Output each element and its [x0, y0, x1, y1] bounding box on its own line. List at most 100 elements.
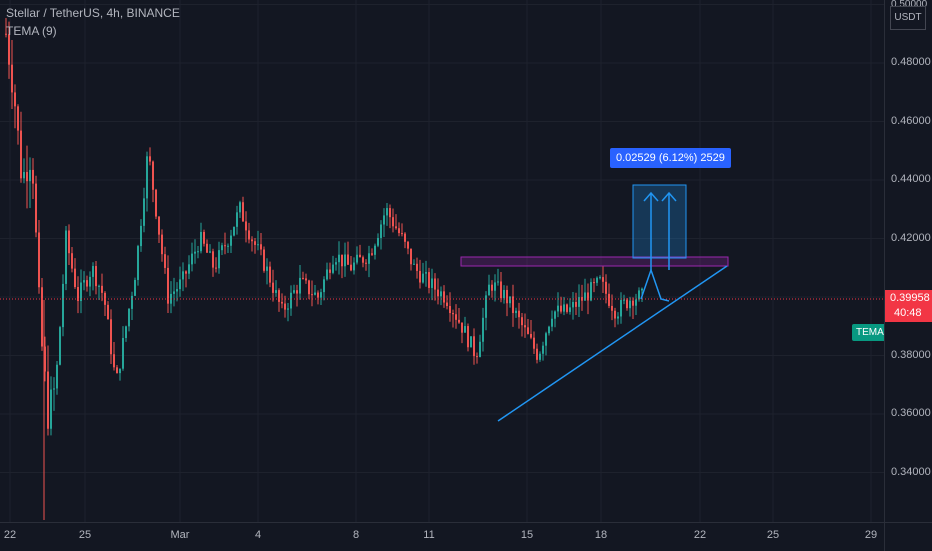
candle-body — [107, 304, 109, 320]
candle-body — [446, 302, 448, 307]
candle-body — [173, 291, 175, 294]
candle-body — [602, 277, 604, 282]
candle-body — [638, 290, 640, 300]
candle-body — [437, 289, 439, 297]
time-axis[interactable]: 22 25 Mar 4 8 11 15 18 22 25 29 — [0, 522, 884, 551]
candle-body — [59, 327, 61, 365]
time-label: 8 — [352, 529, 360, 541]
candle-body — [503, 289, 505, 299]
candle-body — [431, 278, 433, 288]
candle-body — [539, 353, 541, 360]
candle-body — [635, 299, 637, 306]
candle-body — [152, 161, 154, 190]
price-label: 0.42000 — [891, 232, 931, 244]
price-axis[interactable]: 0.50000 USDT 0.48000 0.46000 0.44000 0.4… — [884, 0, 932, 522]
candle-body — [374, 245, 376, 255]
candle-body — [386, 208, 388, 216]
candle-body — [203, 231, 205, 244]
candle-body — [149, 156, 151, 162]
bar-countdown: 40:48 — [894, 307, 922, 319]
candle-body — [608, 293, 610, 306]
indicator-legend[interactable]: TEMA (9) — [6, 24, 57, 38]
candle-body — [164, 254, 166, 268]
candle-body — [71, 253, 73, 269]
candle-body — [605, 281, 607, 294]
candle-body — [35, 183, 37, 233]
candle-body — [146, 156, 148, 199]
candle-body — [344, 254, 346, 267]
price-label: 0.46000 — [891, 115, 931, 127]
candle-body — [74, 268, 76, 287]
time-label: 25 — [78, 529, 92, 541]
candle-body — [143, 198, 145, 226]
candle-body — [365, 262, 367, 264]
candle-body — [230, 235, 232, 246]
candle-body — [215, 267, 217, 269]
candle-body — [68, 230, 70, 254]
candle-body — [395, 226, 397, 229]
candle-body — [335, 262, 337, 265]
candle-body — [197, 251, 199, 253]
candle-body — [629, 300, 631, 309]
candle-body — [239, 202, 241, 213]
chart-area[interactable]: Stellar / TetherUS, 4h, BINANCE TEMA (9)… — [0, 0, 884, 522]
candle-body — [77, 286, 79, 302]
candle-body — [410, 248, 412, 265]
candle-body — [275, 290, 277, 293]
candle-body — [299, 277, 301, 294]
symbol-title[interactable]: Stellar / TetherUS, 4h, BINANCE — [6, 6, 180, 20]
candle-body — [623, 299, 625, 301]
candle-body — [413, 263, 415, 265]
candle-body — [428, 272, 430, 288]
candle-body — [212, 251, 214, 268]
candle-body — [92, 266, 94, 277]
candle-body — [389, 208, 391, 218]
candle-body — [407, 241, 409, 249]
candle-body — [119, 368, 121, 374]
candle-body — [62, 283, 64, 328]
candle-body — [440, 291, 442, 297]
candle-body — [461, 322, 463, 333]
candle-body — [20, 130, 22, 179]
candle-body — [449, 306, 451, 314]
candle-body — [419, 270, 421, 283]
candle-body — [5, 33, 7, 35]
candle-body — [182, 271, 184, 280]
current-price-badge: 0.39958 40:48 — [885, 290, 932, 322]
candle-body — [134, 279, 136, 296]
candlestick-chart[interactable] — [0, 0, 884, 522]
time-label: 22 — [3, 529, 17, 541]
candle-body — [455, 314, 457, 320]
candle-body — [383, 215, 385, 225]
candle-body — [296, 290, 298, 294]
time-label: 11 — [423, 529, 435, 541]
candle-body — [269, 266, 271, 283]
candle-body — [161, 234, 163, 255]
candle-body — [185, 271, 187, 274]
candle-body — [542, 345, 544, 354]
candle-body — [248, 230, 250, 240]
candle-body — [422, 273, 424, 283]
candle-body — [524, 325, 526, 328]
axis-corner — [884, 522, 932, 551]
candle-body — [38, 232, 40, 288]
candle-body — [497, 281, 499, 283]
candle-body — [116, 367, 118, 374]
candle-body — [545, 333, 547, 346]
candle-body — [563, 304, 565, 312]
candle-body — [530, 333, 532, 338]
candle-body — [518, 310, 520, 318]
candle-body — [380, 224, 382, 238]
candle-body — [305, 278, 307, 281]
currency-button[interactable]: USDT — [890, 6, 926, 30]
candle-body — [206, 243, 208, 253]
candle-body — [191, 253, 193, 265]
candle-body — [482, 317, 484, 342]
projection-path — [640, 267, 670, 302]
candle-body — [323, 279, 325, 293]
candle-body — [200, 231, 202, 252]
candle-body — [314, 292, 316, 295]
candle-body — [620, 300, 622, 317]
candle-body — [338, 254, 340, 263]
candle-body — [284, 303, 286, 310]
